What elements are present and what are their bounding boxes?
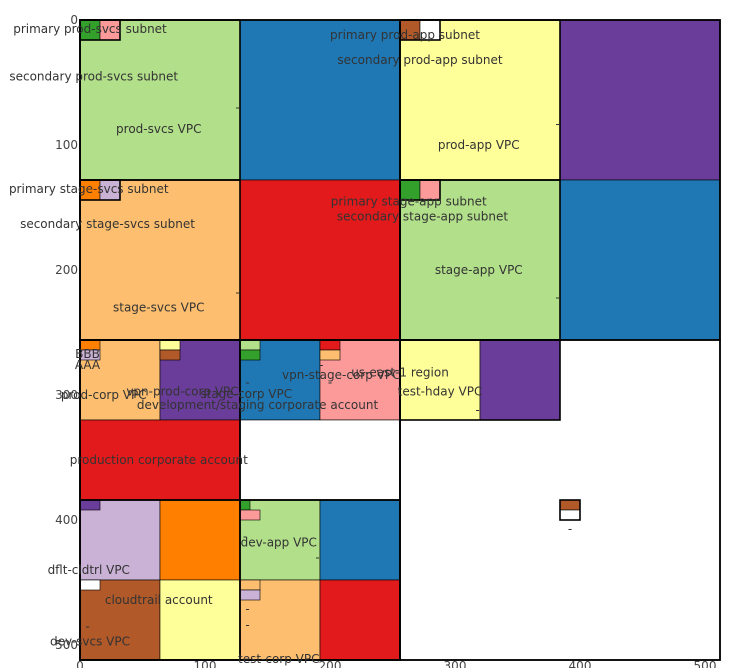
dash-marker-9: -: [243, 529, 247, 543]
dash-marker-7: -: [475, 403, 479, 417]
cell-label-15: vpn-prod-corp VPC: [126, 384, 238, 398]
treemap-cell-1[interactable]: [239, 19, 401, 181]
treemap-cell-5[interactable]: [239, 179, 401, 341]
cell-label-19: us-east-1 region: [351, 366, 449, 380]
treemap-cell-44[interactable]: [239, 579, 261, 591]
treemap-cell-45[interactable]: [239, 589, 261, 601]
y-tick-label-4: 400: [55, 513, 78, 527]
cell-label-21: production corporate account: [70, 453, 248, 467]
treemap-cell-6[interactable]: [399, 179, 561, 341]
dash-marker-0: -: [235, 101, 239, 115]
treemap-cell-20[interactable]: [79, 579, 161, 661]
cell-label-2: prod-svcs VPC: [116, 122, 201, 136]
treemap-cell-2[interactable]: [399, 19, 561, 181]
treemap-cell-12[interactable]: [399, 339, 481, 421]
cell-label-25: dev-svcs VPC: [50, 634, 130, 648]
treemap-cell-41[interactable]: [239, 499, 251, 511]
cell-label-4: secondary prod-app subnet: [337, 53, 502, 67]
cell-label-11: stage-app VPC: [435, 263, 523, 277]
dash-marker-6: -: [328, 376, 332, 390]
cell-label-14: prod-corp VPC: [61, 388, 147, 402]
treemap-cell-40[interactable]: [79, 499, 101, 511]
treemap-cell-47[interactable]: [559, 509, 581, 521]
cell-label-0: primary prod-svcs subnet: [13, 22, 167, 36]
dash-marker-3: -: [555, 291, 559, 305]
cell-label-22: dev-app VPC: [241, 536, 317, 550]
dash-marker-11: -: [85, 619, 89, 633]
y-tick-label-3: 300: [55, 388, 78, 402]
treemap-cell-0[interactable]: [79, 19, 241, 181]
treemap-cell-16[interactable]: [79, 499, 161, 581]
y-tick-label-1: 100: [55, 138, 78, 152]
treemap-cell-13[interactable]: [479, 339, 561, 421]
cell-label-20: test-hday VPC: [398, 384, 483, 398]
dash-marker-2: -: [235, 286, 239, 300]
cell-label-9: primary stage-app subnet: [331, 194, 487, 208]
treemap-group-outline-17: [559, 499, 581, 521]
treemap-cell-36[interactable]: [239, 339, 261, 351]
treemap-cell-17[interactable]: [159, 499, 241, 581]
dash-markers: --- --- --------: [85, 101, 572, 634]
treemap-cell-4[interactable]: [79, 179, 241, 341]
cell-label-24: cloudtrail account: [105, 593, 213, 607]
cell-label-13: AAA: [75, 358, 101, 372]
dash-marker-1: -: [555, 117, 559, 131]
cell-label-17: development/staging corporate account: [137, 398, 379, 412]
treemap-cell-37[interactable]: [239, 349, 261, 361]
cell-label-3: primary prod-app subnet: [330, 28, 480, 42]
treemap-cell-21[interactable]: [159, 579, 241, 661]
treemap-cell-46[interactable]: [559, 499, 581, 511]
dash-marker-12: -: [245, 602, 249, 616]
cell-label-6: primary stage-svcs subnet: [9, 182, 169, 196]
plot-frame: [79, 19, 721, 661]
cell-label-5: prod-app VPC: [438, 138, 520, 152]
dash-marker-8: -: [568, 522, 572, 536]
cell-label-16: stage-corp VPC: [200, 387, 292, 401]
y-axis-ticks: 0 100 200 300 400 500: [55, 13, 78, 652]
dash-marker-13: -: [245, 618, 249, 632]
treemap-cell-35[interactable]: [159, 349, 181, 361]
x-tick-label-4: 400: [569, 659, 592, 668]
treemap-cell-23[interactable]: [319, 579, 401, 661]
dash-marker-10: -: [315, 551, 319, 565]
cell-label-18: vpn-stage-corp VPC: [282, 368, 400, 382]
treemap-cell-42[interactable]: [239, 509, 261, 521]
y-tick-label-0: 0: [70, 13, 78, 27]
treemap-cell-7[interactable]: [559, 179, 721, 341]
cell-label-8: stage-svcs VPC: [113, 301, 204, 315]
treemap-group-outline-12: [399, 339, 561, 421]
x-tick-label-1: 100: [194, 659, 217, 668]
cell-label-26: test-corp VPC: [238, 652, 320, 666]
treemap-cell-38[interactable]: [319, 339, 341, 351]
treemap-cell-43[interactable]: [79, 579, 101, 591]
x-tick-label-5: 500: [694, 659, 717, 668]
cell-label-10: secondary stage-app subnet: [337, 209, 509, 223]
cell-label-7: secondary stage-svcs subnet: [20, 217, 195, 231]
treemap-group-outline-16: [399, 179, 441, 201]
x-tick-label-3: 300: [444, 659, 467, 668]
treemap-cell-15[interactable]: [239, 419, 401, 501]
y-tick-label-5: 500: [55, 638, 78, 652]
x-tick-label-0: 0: [76, 659, 84, 668]
cell-label-23: dflt-cldtrl VPC: [48, 563, 130, 577]
treemap-cell-39[interactable]: [319, 349, 341, 361]
y-tick-label-2: 200: [55, 263, 78, 277]
treemap-cell-19[interactable]: [319, 499, 401, 581]
treemap-labels: primary prod-svcs subnet secondary prod-s…: [9, 22, 523, 666]
x-tick-label-2: 200: [319, 659, 342, 668]
treemap-cell-34[interactable]: [159, 339, 181, 351]
dash-marker-5: -: [245, 376, 249, 390]
cell-label-1: secondary prod-svcs subnet: [9, 69, 178, 83]
x-axis-ticks: 0 100 200 300 400 500: [76, 659, 716, 668]
treemap-cell-14[interactable]: [79, 419, 241, 501]
treemap-rectangles: [79, 19, 721, 661]
treemap-cell-3[interactable]: [559, 19, 721, 181]
plot-border: [79, 19, 721, 661]
cell-label-12: BBB: [75, 347, 100, 361]
dash-marker-4: -: [319, 358, 323, 372]
